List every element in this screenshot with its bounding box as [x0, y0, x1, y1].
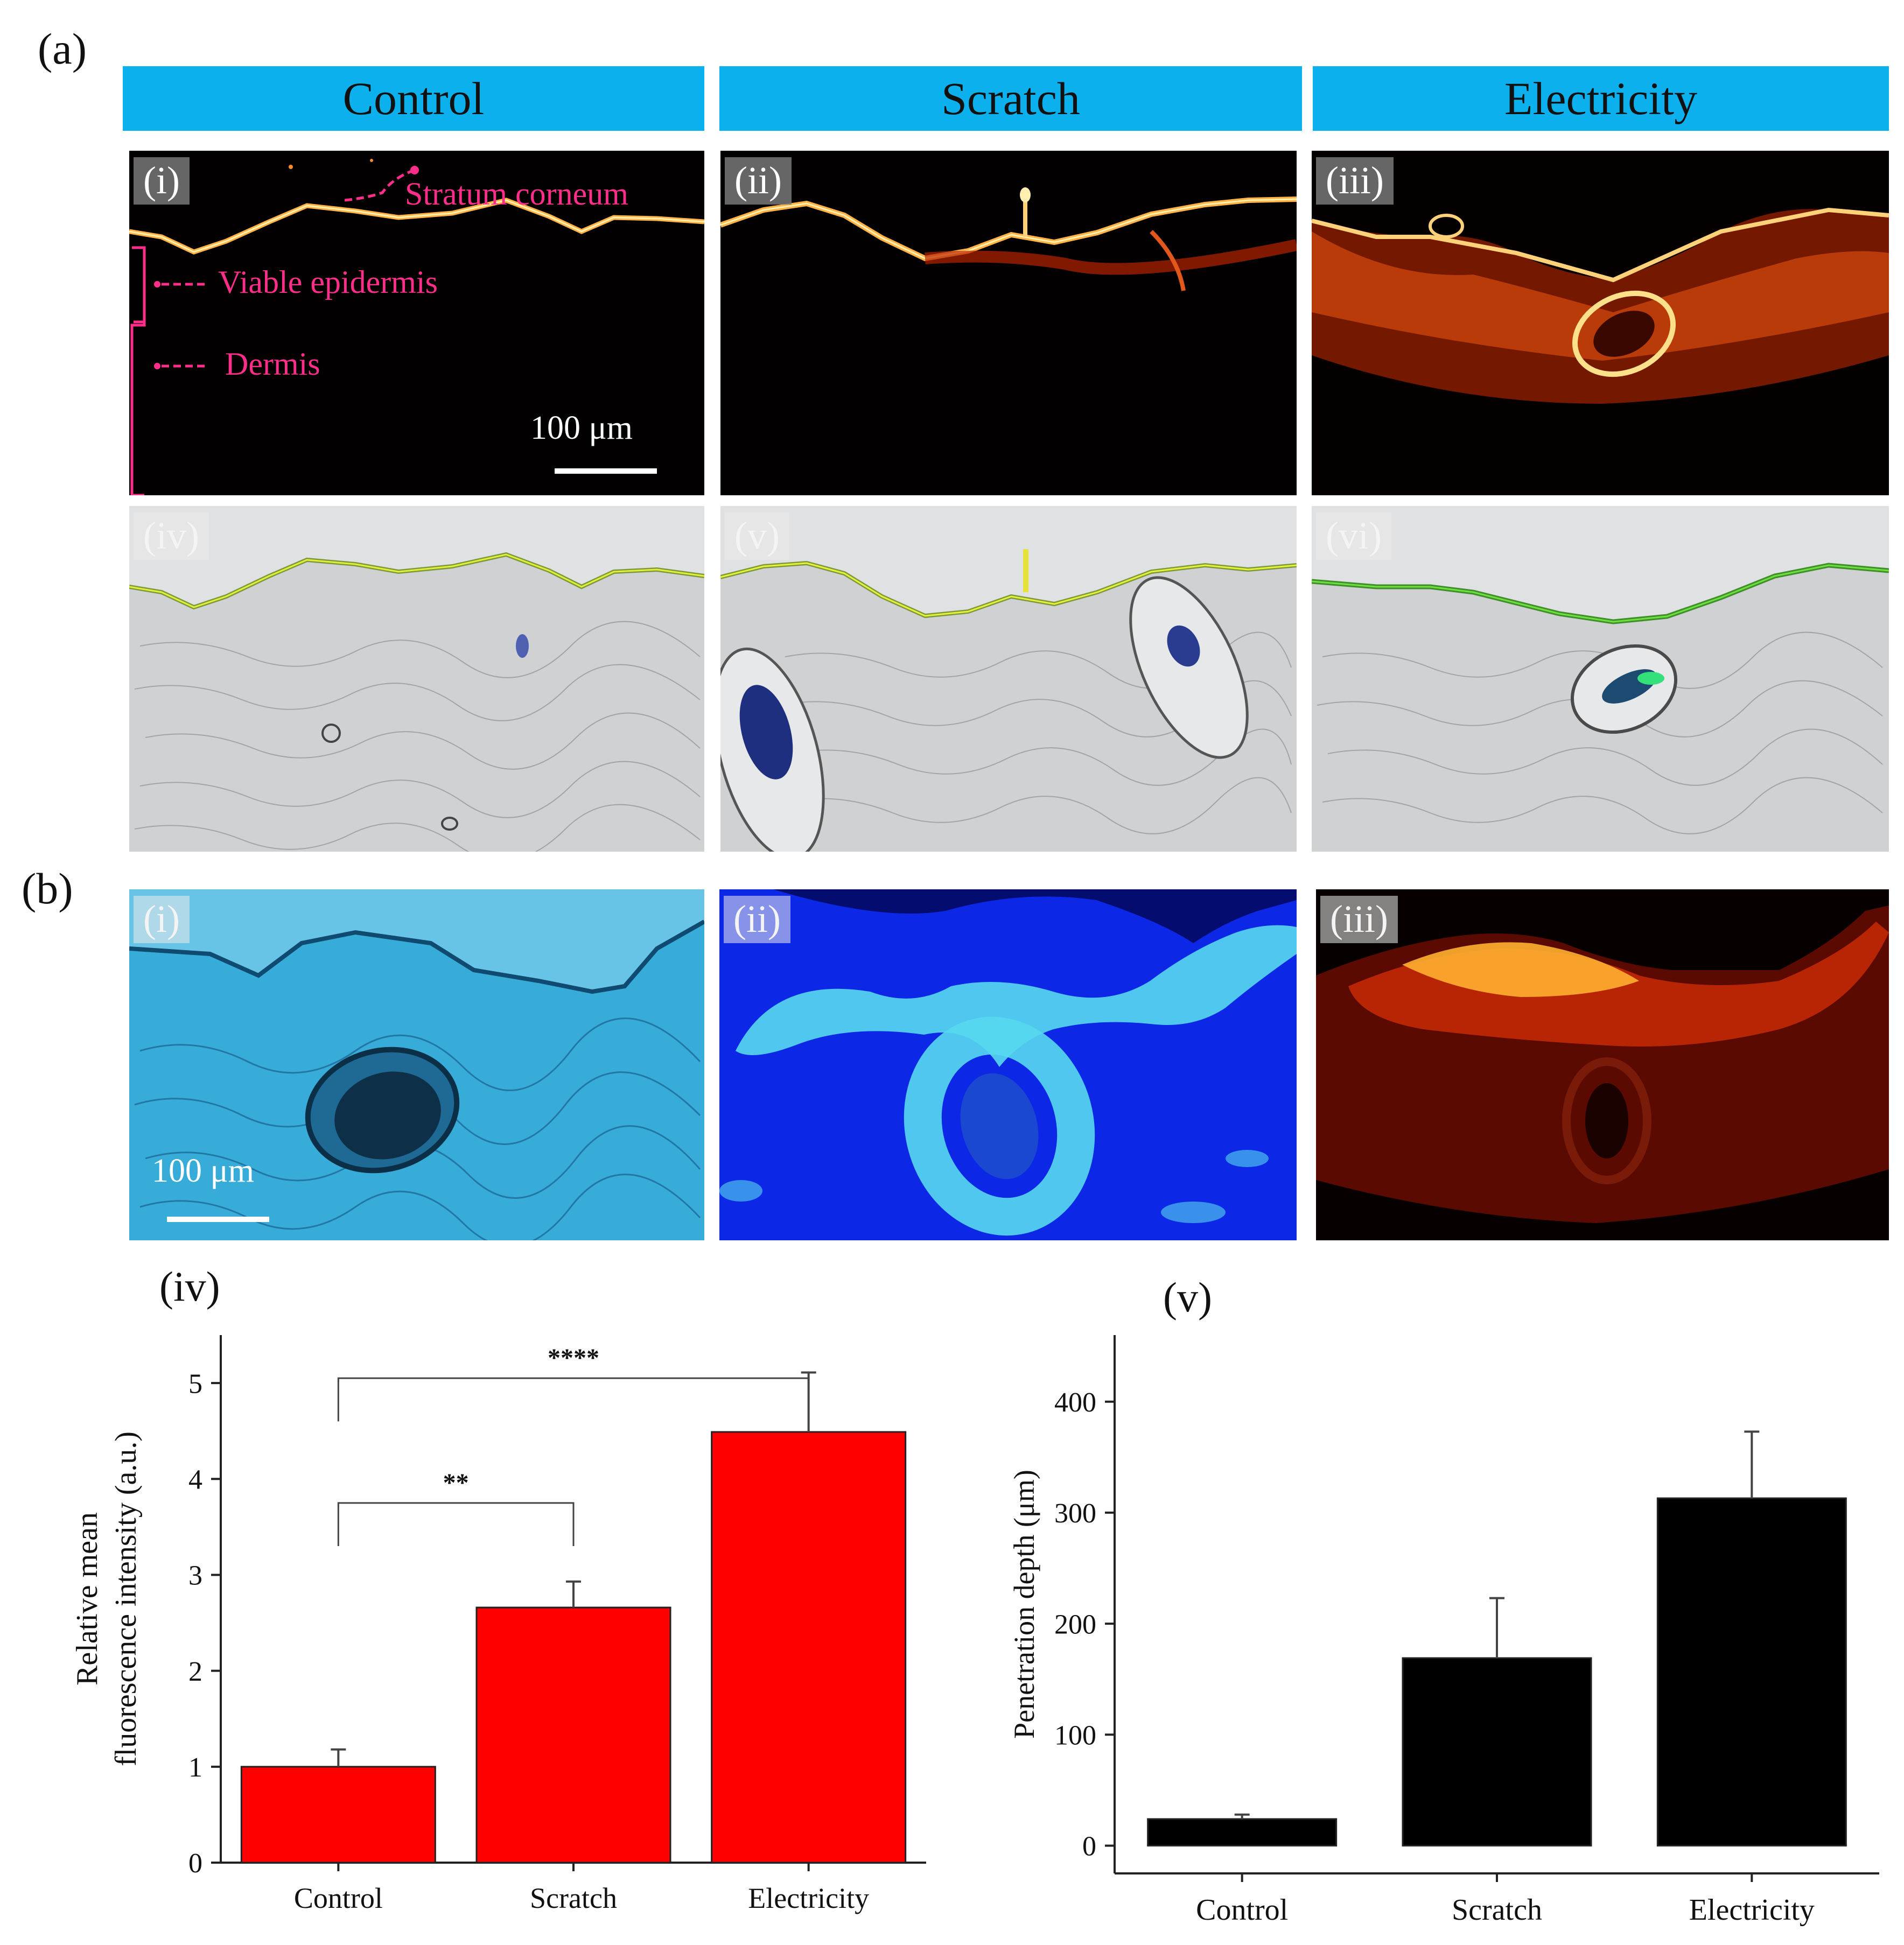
- y-tick-label: 1: [188, 1752, 202, 1783]
- brightfield-image-control: (iv): [129, 506, 704, 852]
- scale-bar-label-a: 100 μm: [530, 410, 633, 446]
- panel-b-label-iii: (iii): [1320, 896, 1398, 943]
- chart-iv-label: (iv): [159, 1263, 220, 1310]
- x-tick-label-control: Control: [294, 1882, 383, 1914]
- annotation-stratum-corneum: Stratum corneum: [405, 176, 628, 212]
- bar-scratch: [475, 1606, 671, 1864]
- x-tick-label-control: Control: [1196, 1893, 1288, 1927]
- row-label-i: (i): [134, 157, 190, 205]
- y-tick-label: 100: [1054, 1720, 1096, 1751]
- brightfield-image-electricity: (vi): [1312, 506, 1889, 852]
- y-tick-label: 400: [1054, 1387, 1096, 1418]
- y-axis-label: Penetration depth (μm): [1008, 1470, 1040, 1739]
- chart-iv-svg: 0 1 2 3 4 5 Control Scratch Electricity Relative …: [71, 1335, 926, 1914]
- row-label-v: (v): [725, 512, 789, 560]
- row-label-iii: (iii): [1316, 157, 1394, 205]
- significance-label: **: [443, 1469, 469, 1497]
- row-label-iv: (iv): [134, 512, 209, 560]
- x-tick-label-scratch: Scratch: [530, 1882, 617, 1914]
- significance-label: ****: [548, 1344, 599, 1372]
- y-tick-label: 0: [1082, 1831, 1096, 1862]
- y-axis-label-line-1: Relative mean: [71, 1512, 104, 1686]
- panel-b-label: (b): [22, 864, 73, 913]
- panel-a-label: (a): [38, 24, 87, 73]
- x-tick-label-electricity: Electricity: [748, 1882, 869, 1914]
- x-tick-label-electricity: Electricity: [1689, 1893, 1815, 1927]
- chart-penetration-depth: 0 100 200 300 400 Control Scratch Electricity Pe…: [964, 1314, 1904, 1942]
- annotation-viable-epidermis: Viable epidermis: [218, 264, 438, 300]
- y-tick-label: 0: [188, 1848, 202, 1879]
- row-label-vi: (vi): [1316, 512, 1391, 560]
- panel-b-image-red-fluorescence: (iii): [1316, 889, 1889, 1240]
- brightfield-image-scratch: (v): [720, 506, 1297, 852]
- column-header-scratch: Scratch: [719, 66, 1302, 131]
- panel-b-label-ii: (ii): [724, 896, 790, 943]
- fluorescence-image-control: (i) Stratum corneum Viable epidermis Der…: [129, 151, 704, 495]
- bar-electricity: [711, 1431, 907, 1864]
- annotation-dermis: Dermis: [225, 346, 320, 382]
- panel-b-image-blue-fluorescence: (ii): [719, 889, 1297, 1240]
- bar-control: [240, 1766, 436, 1864]
- panel-b-image-brightfield: (i) 100 μm: [129, 889, 704, 1240]
- x-tick-label-scratch: Scratch: [1452, 1893, 1542, 1927]
- chart-relative-intensity: 0 1 2 3 4 5 Control Scratch Electricity Relative …: [0, 1314, 948, 1942]
- bar-electricity: [1656, 1497, 1847, 1846]
- fluorescence-image-scratch: (ii): [720, 151, 1297, 495]
- y-tick-label: 200: [1054, 1609, 1096, 1640]
- column-header-electricity: Electricity: [1313, 66, 1889, 131]
- column-header-control: Control: [123, 66, 704, 131]
- bar-control: [1147, 1818, 1338, 1846]
- y-tick-label: 5: [188, 1368, 202, 1399]
- y-tick-label: 3: [188, 1561, 202, 1591]
- row-label-ii: (ii): [725, 157, 792, 205]
- scale-bar-label-b: 100 μm: [152, 1153, 254, 1189]
- y-tick-label: 300: [1054, 1498, 1096, 1529]
- chart-v-svg: 0 100 200 300 400 Control Scratch Electricity Pe…: [1008, 1335, 1879, 1927]
- y-axis-label-line-2: fluorescence intensity (a.u.): [109, 1431, 143, 1766]
- y-tick-label: 2: [188, 1656, 202, 1687]
- fluorescence-image-electricity: (iii): [1312, 151, 1889, 495]
- bar-scratch: [1402, 1657, 1592, 1846]
- significance-bracket: [337, 1377, 810, 1422]
- significance-bracket: [337, 1502, 575, 1546]
- y-tick-label: 4: [188, 1464, 202, 1495]
- panel-b-label-i: (i): [134, 896, 190, 943]
- chart-v-label: (v): [1163, 1274, 1212, 1321]
